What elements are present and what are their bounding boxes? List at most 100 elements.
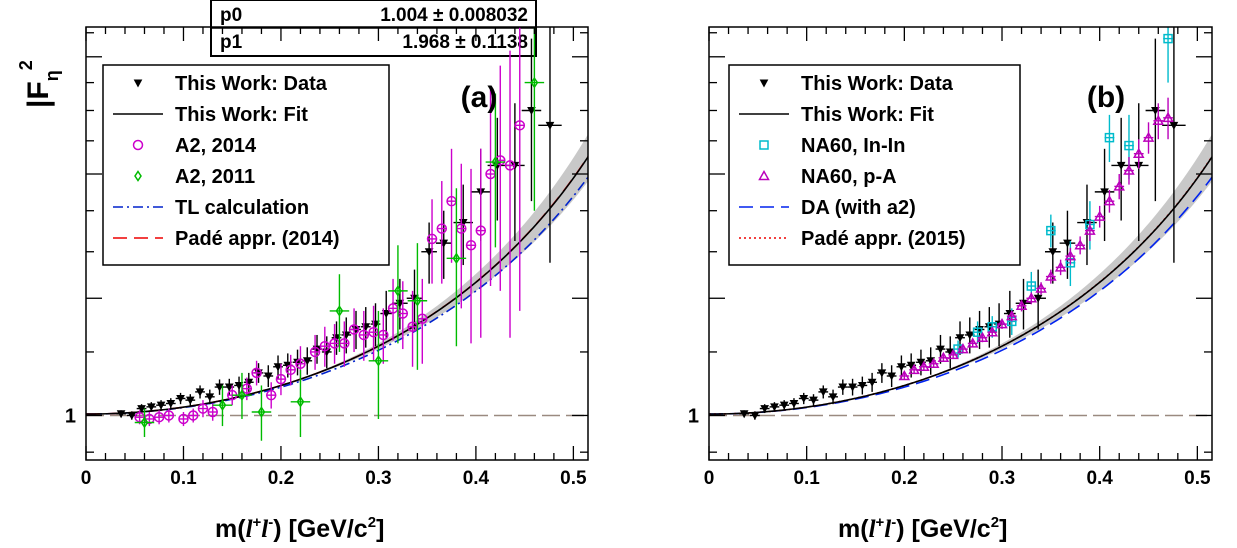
b-fit-band: [709, 134, 1212, 415]
b-data-point: [916, 358, 926, 367]
b-data-point: [739, 410, 749, 419]
a-data-point: [195, 388, 205, 397]
b-data-point: [1162, 111, 1174, 123]
a-data-point: [452, 252, 461, 265]
b-data-point: [750, 411, 760, 421]
a-xtick-label: 0.3: [365, 468, 391, 489]
a-legend-label: This Work: Fit: [175, 104, 308, 126]
a-data-point: [413, 294, 422, 307]
a-data-point: [187, 410, 199, 421]
a-data-point: [224, 383, 234, 392]
fit-p1-name: p1: [220, 32, 243, 53]
b-data-point: [1035, 282, 1047, 293]
b-data-point: [908, 363, 920, 375]
b-data-point: [809, 396, 818, 405]
a-data-point: [475, 225, 487, 236]
b-legend-symbol: [759, 79, 769, 88]
a-legend-label: Padé appr. (2014): [175, 228, 340, 250]
b-data-point: [1169, 121, 1179, 130]
b-xtick-label: 0.4: [1086, 468, 1113, 489]
a-data-point: [285, 364, 296, 376]
a-data-point: [137, 405, 146, 414]
fit-p0-name: p0: [220, 5, 242, 26]
b-data-point: [966, 337, 979, 348]
a-data-point: [178, 413, 189, 425]
a-xtick-label: 0.4: [463, 468, 490, 489]
a-data-point: [207, 406, 218, 418]
b-data-point: [996, 318, 1008, 329]
a-data-point: [251, 367, 262, 379]
b-data-point: [1063, 239, 1072, 248]
a-data-point: [394, 285, 402, 297]
b-data-point: [1026, 281, 1037, 291]
b-plot-area: [709, 27, 1212, 421]
a-fit-curve: [86, 156, 588, 415]
a-data-point: [426, 233, 438, 245]
a-ytick-label: 1: [65, 405, 76, 427]
b-data-point: [799, 394, 809, 404]
a-data-point: [273, 363, 283, 372]
a-data-point: [295, 358, 306, 370]
a-data-point: [263, 372, 273, 381]
b-data-point: [887, 372, 896, 381]
b-data-point: [1116, 161, 1126, 170]
b-data-point: [1054, 261, 1067, 272]
a-data-point: [153, 411, 165, 423]
a-data-point: [530, 76, 539, 89]
b-data-point: [1103, 195, 1116, 206]
x-axis-label-a: m(l+l-) [GeV/c2]: [215, 514, 384, 543]
b-data-point: [1142, 131, 1155, 142]
a-data-point: [319, 340, 331, 352]
a-data-point: [146, 403, 156, 412]
b-data-point: [918, 360, 930, 372]
svg-text:|Fη2: |Fη2: [16, 60, 62, 108]
fit-p0-value: 1.004 ± 0.008032: [380, 5, 528, 26]
b-frame: [708, 26, 1213, 461]
b-fit-curve: [709, 156, 1212, 415]
b-data-point: [1005, 310, 1018, 321]
a-legend: This Work: Data This Work: Fit A2, 2014 A2,…: [102, 64, 390, 266]
a-data-point: [185, 396, 195, 405]
b-legend-label: This Work: Fit: [801, 104, 934, 126]
a-data-point: [257, 406, 266, 418]
b-panel-label: (b): [1087, 81, 1125, 114]
a-data-point: [381, 310, 391, 319]
a-data-point: [156, 401, 166, 410]
a-legend-label: This Work: Data: [175, 73, 328, 95]
b-data-point: [957, 343, 969, 354]
a-legend-box: [102, 64, 390, 266]
b-data-point: [976, 331, 989, 342]
b-legend-label: NA60, p-A: [801, 166, 897, 188]
b-xtick-label: 0.1: [793, 468, 820, 489]
a-data-point: [309, 346, 321, 358]
b-data-point: [770, 403, 779, 412]
b-data-point: [937, 351, 950, 363]
b-legend-label: NA60, In-In: [801, 135, 905, 157]
b-data-point: [897, 363, 906, 372]
a-plot-area: [86, 27, 588, 441]
b-ytick-label: 1: [688, 405, 699, 427]
a-data-point: [335, 305, 344, 317]
b-data-point: [1046, 225, 1056, 236]
b-data-point: [818, 388, 828, 397]
b-xtick-label: 0.3: [989, 468, 1015, 489]
a-panel-label: (a): [461, 81, 498, 114]
a-data-point: [166, 399, 176, 409]
b-data-point: [1025, 292, 1038, 303]
a-xtick-label: 0: [81, 468, 92, 489]
b-legend-label: This Work: Data: [801, 73, 954, 95]
a-data-point: [218, 399, 227, 412]
b-xtick-label: 0.5: [1184, 468, 1211, 489]
a-data-point: [176, 394, 185, 404]
a-data-point: [234, 381, 244, 391]
fit-p1-value: 1.968 ± 0.1138: [402, 32, 528, 53]
b-data-point: [898, 369, 911, 381]
b-data-point: [838, 383, 848, 392]
b-data-point: [936, 345, 945, 354]
a-xtick-label: 0.1: [170, 468, 197, 489]
b-data-point: [1132, 147, 1145, 158]
b-data-point: [1152, 114, 1165, 126]
b-legend-symbol: [758, 169, 770, 181]
b-data-point: [1151, 106, 1160, 116]
